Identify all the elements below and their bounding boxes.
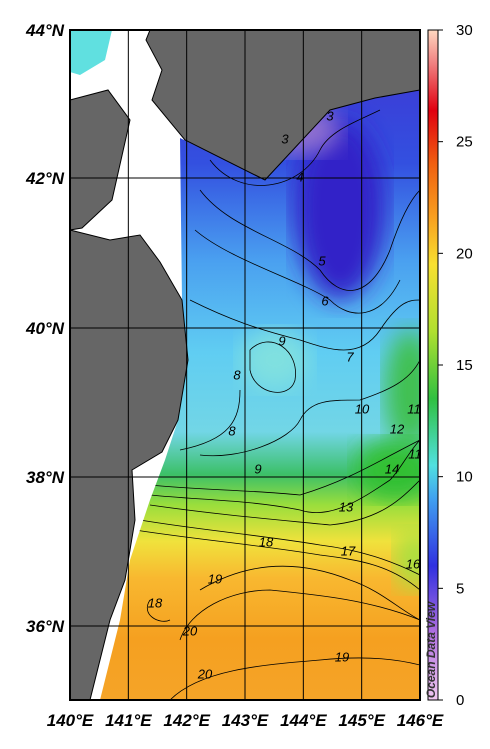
lon-label: 141°E [105, 711, 152, 730]
colorbar-tick-label: 30 [456, 22, 473, 39]
contour-label: 11 [407, 401, 421, 416]
contour-label: 3 [281, 131, 289, 146]
lat-label: 44°N [25, 21, 65, 40]
contour-label: 14 [385, 461, 399, 476]
lat-label: 42°N [25, 169, 65, 188]
contour-label: 20 [182, 623, 198, 638]
lon-label: 145°E [338, 711, 385, 730]
contour-label: 13 [339, 499, 354, 514]
contour-label: 8 [233, 367, 241, 382]
contour-label: 7 [346, 349, 354, 364]
lat-label: 40°N [25, 319, 65, 338]
colorbar-tick-label: 15 [456, 357, 473, 374]
lon-label: 143°E [222, 711, 269, 730]
contour-label: 3 [326, 108, 334, 123]
contour-label: 16 [406, 556, 421, 571]
contour-label: 19 [208, 571, 222, 586]
colorbar [427, 29, 439, 701]
contour-label: 19 [335, 649, 349, 664]
contour-label: 18 [259, 534, 274, 549]
sst-field-corner [70, 30, 112, 75]
lat-label: 38°N [26, 468, 65, 487]
colorbar-tick-label: 5 [456, 580, 464, 597]
contours [134, 109, 420, 700]
lon-label: 140°E [47, 711, 94, 730]
colorbar-tick-label: 25 [456, 134, 473, 151]
contour-label: 18 [148, 595, 163, 610]
lat-label: 36°N [26, 617, 65, 636]
contour-label: 9 [254, 461, 261, 476]
map-frame [69, 29, 421, 701]
colorbar-tick-label: 20 [456, 245, 473, 262]
contour-label: 17 [341, 543, 356, 558]
contour-label: 20 [197, 666, 213, 681]
contour-label: 11 [408, 446, 422, 461]
watermark: Ocean Data View [424, 601, 438, 698]
land [69, 29, 421, 701]
lon-label: 142°E [163, 711, 210, 730]
contour-label: 4 [296, 169, 303, 184]
contour-label: 8 [228, 423, 236, 438]
lon-label: 146°E [397, 711, 444, 730]
contour-label: 5 [318, 253, 326, 268]
contour-label: 12 [390, 421, 405, 436]
colorbar-tick-label: 10 [456, 469, 473, 486]
colorbar-tick-label: 0 [456, 692, 464, 709]
contour-label: 6 [321, 293, 329, 308]
lon-label: 144°E [280, 711, 327, 730]
contour-label: 9 [278, 333, 285, 348]
contour-label: 10 [355, 401, 370, 416]
